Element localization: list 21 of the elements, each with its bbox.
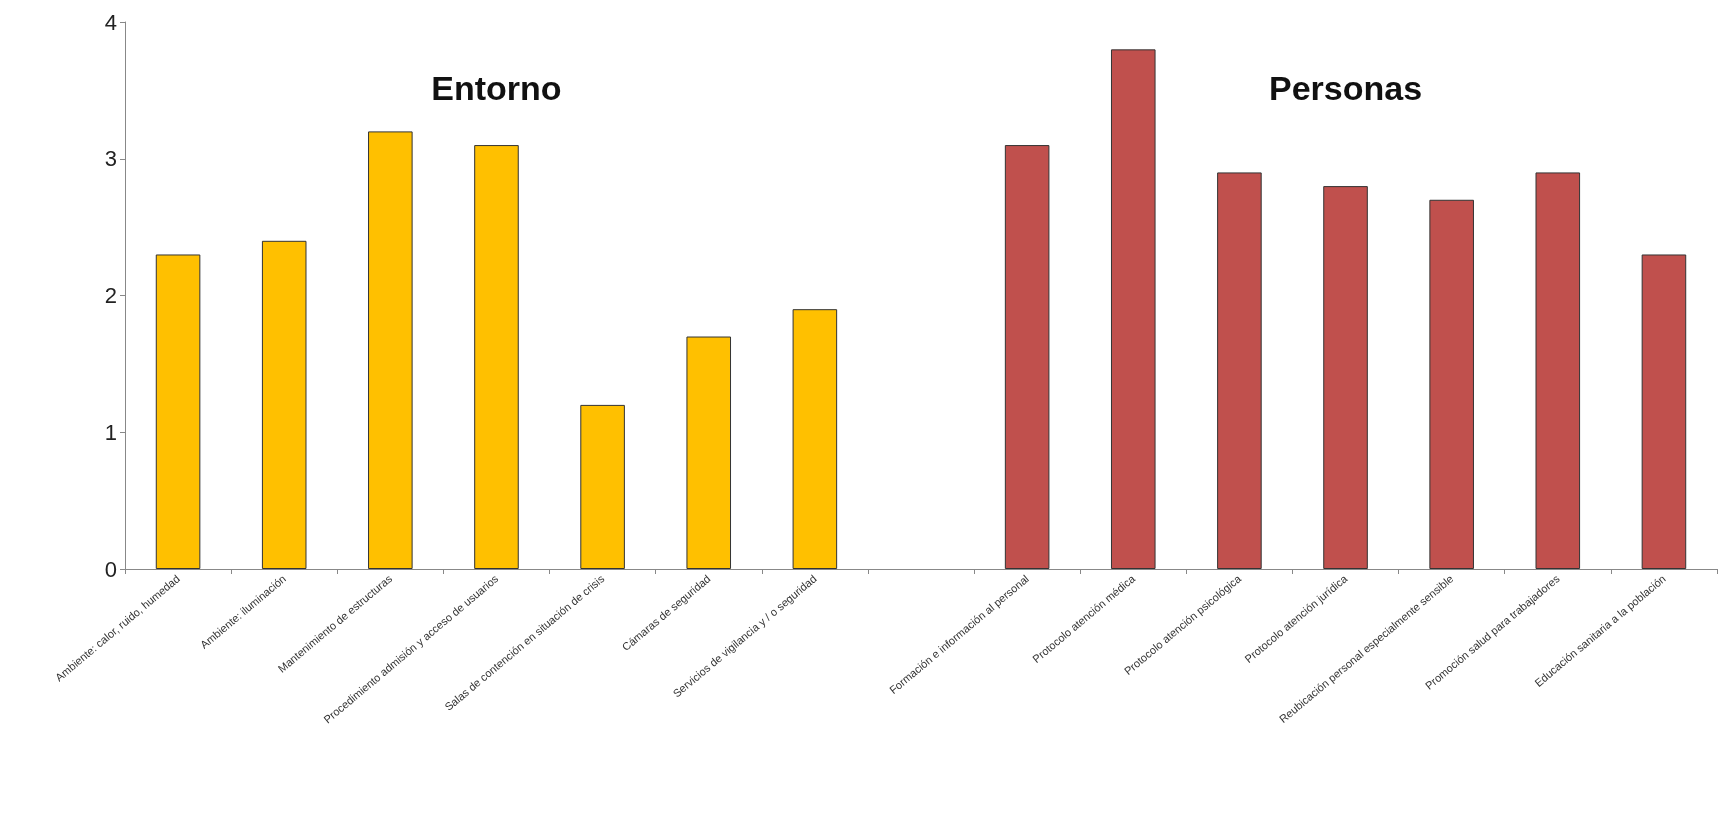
y-tick-label: 2	[104, 283, 117, 308]
y-tick-label: 3	[104, 146, 117, 172]
y-tick-label: 1	[104, 419, 117, 445]
bar	[686, 336, 732, 569]
bar	[1217, 172, 1262, 569]
bar	[580, 404, 625, 569]
y-tick-label: 4	[104, 9, 117, 35]
bar	[261, 240, 307, 569]
bar	[1535, 172, 1581, 569]
bar	[1004, 145, 1050, 569]
bar	[1110, 49, 1156, 569]
bar	[155, 254, 201, 569]
bar	[1641, 254, 1687, 569]
y-tick-label: 0	[104, 556, 117, 582]
series-label: Personas	[1268, 69, 1423, 107]
bar	[368, 131, 413, 569]
bar	[1429, 199, 1474, 569]
bar	[474, 145, 519, 569]
bar	[792, 309, 838, 569]
bar	[1323, 186, 1368, 569]
series-label: Entorno	[431, 69, 562, 107]
